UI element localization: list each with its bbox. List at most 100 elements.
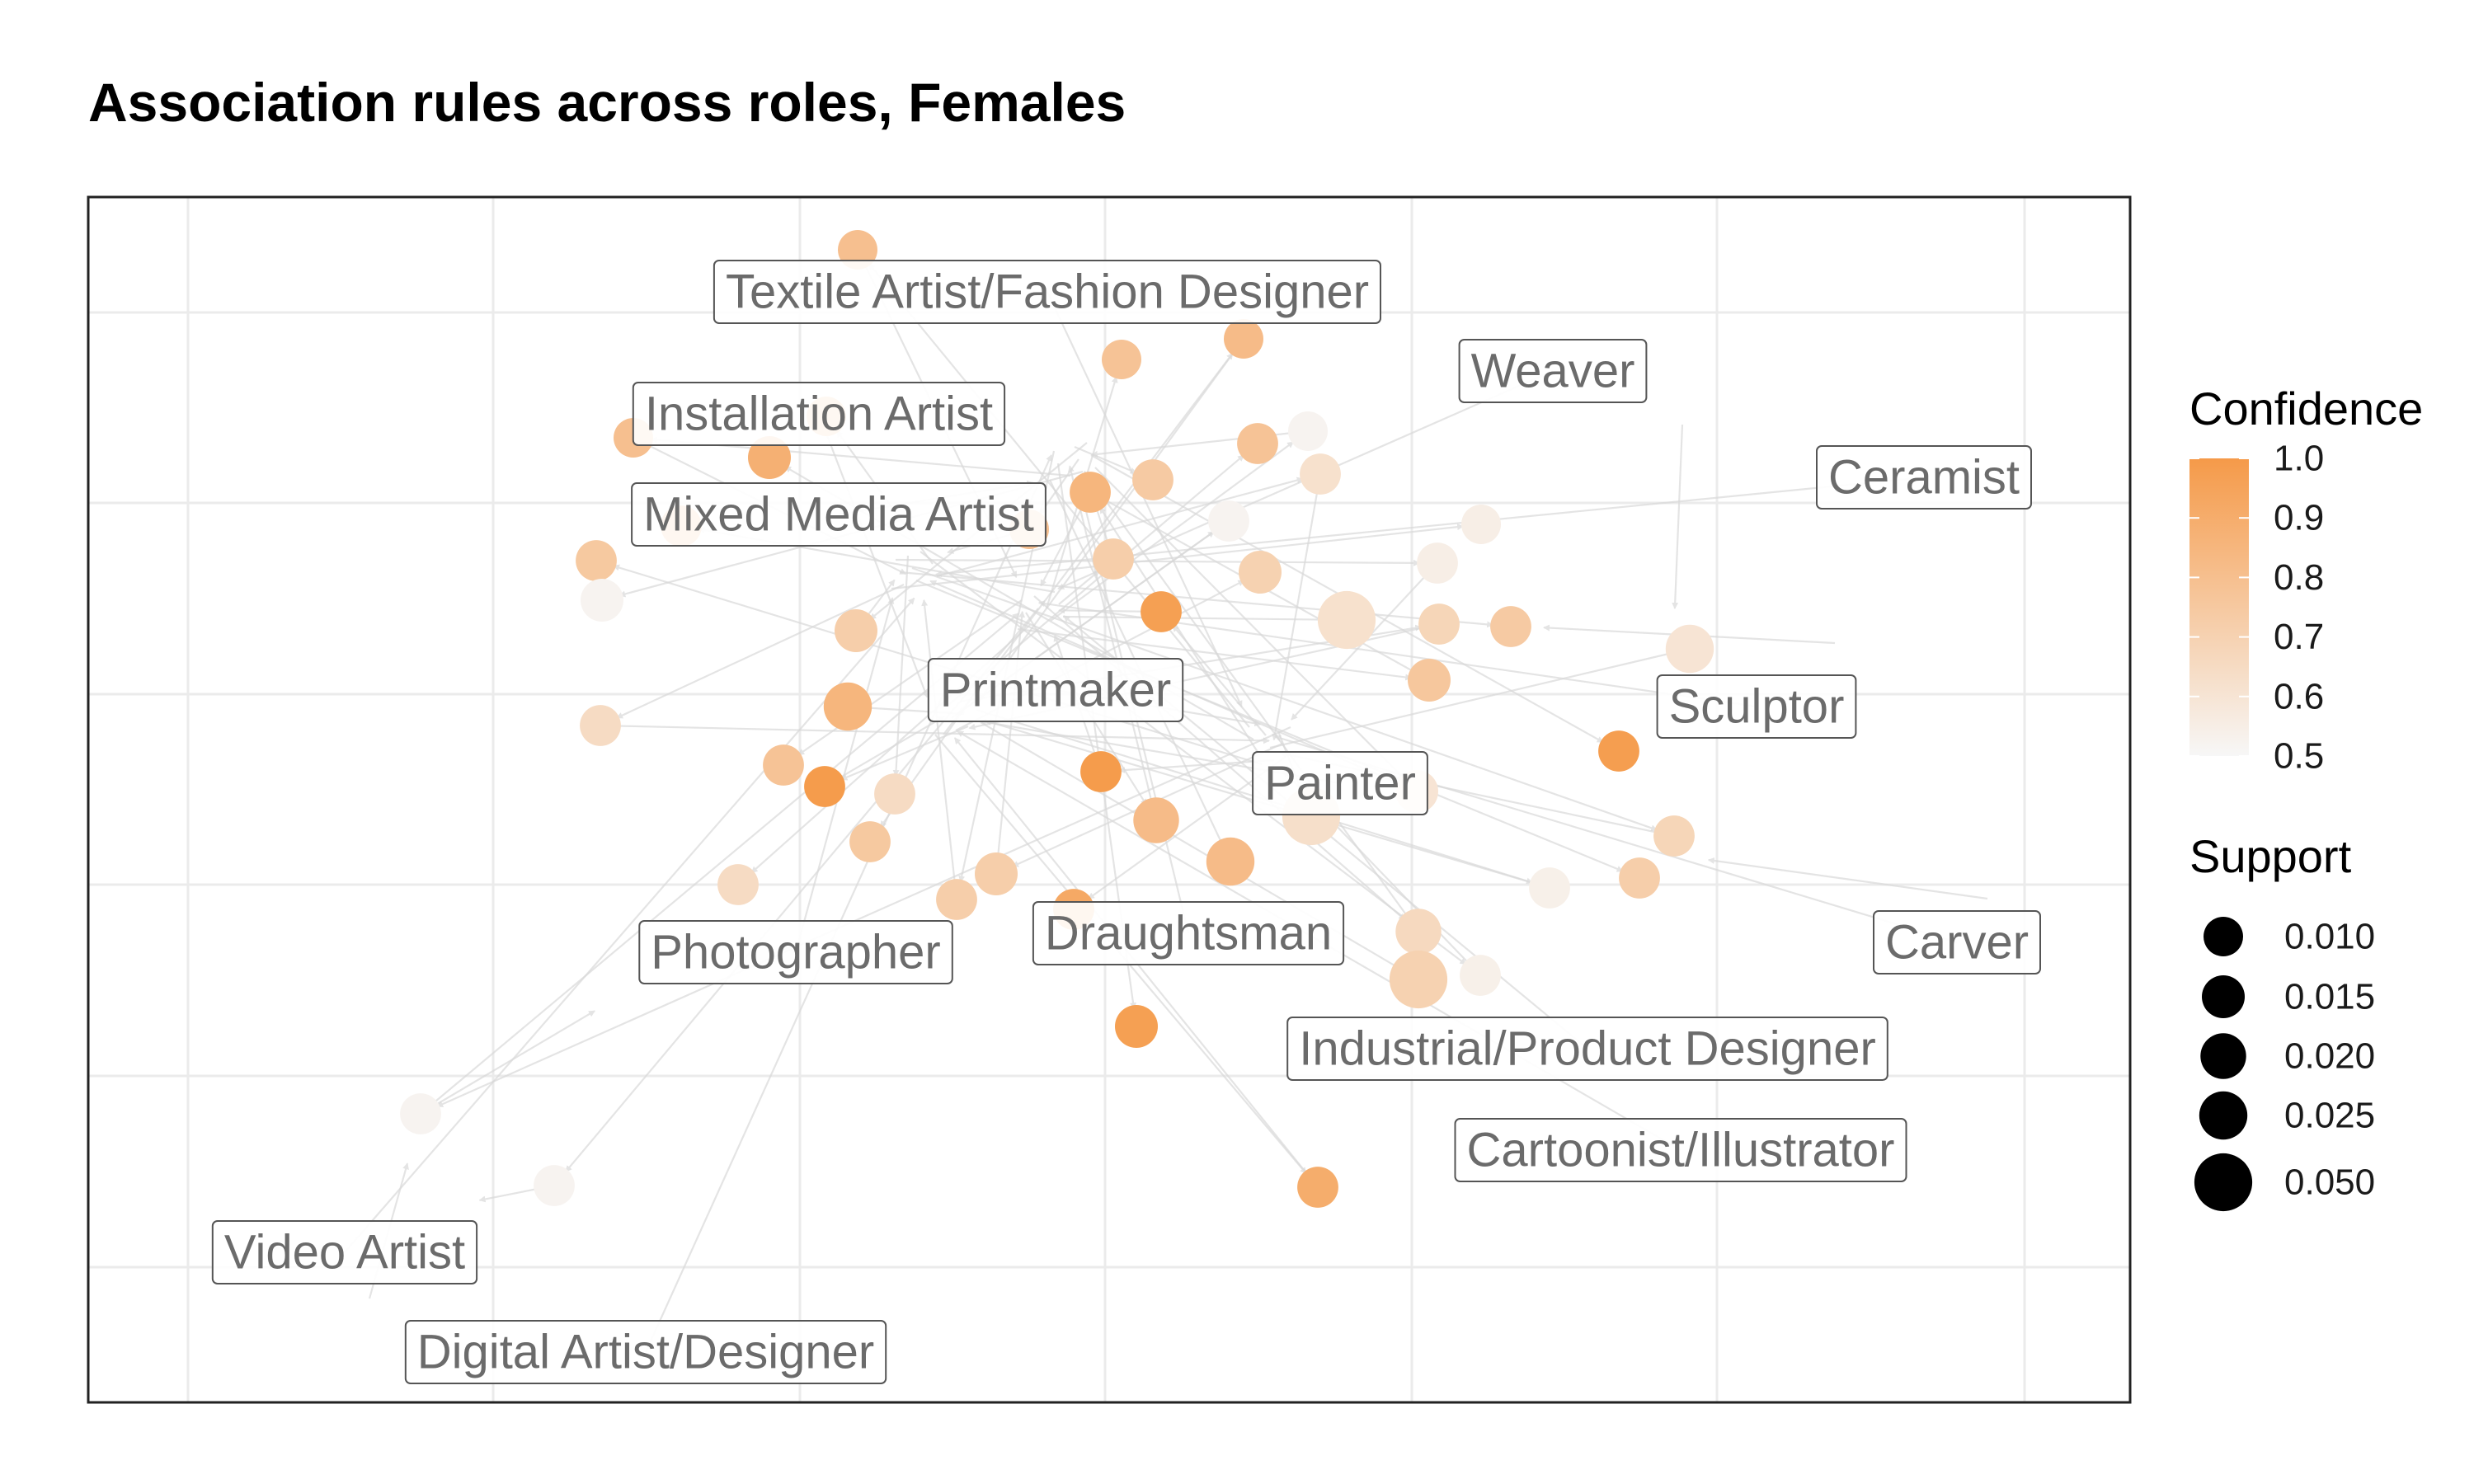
rule-edge (797, 599, 1023, 756)
role-label: Photographer (638, 920, 953, 984)
rule-node (1288, 411, 1328, 451)
role-label-text: Installation Artist (645, 387, 993, 441)
confidence-tick-label: 0.9 (2274, 498, 2324, 538)
rule-edge (899, 571, 1494, 628)
role-label: Digital Artist/Designer (404, 1320, 887, 1384)
support-legend-title: Support (2189, 830, 2352, 882)
rule-node (1598, 730, 1639, 772)
confidence-tick-label: 0.7 (2274, 617, 2324, 657)
role-label-text: Photographer (651, 926, 940, 979)
rule-edge (1094, 467, 1405, 780)
rule-node (400, 1093, 441, 1134)
support-legend-dot (2202, 975, 2245, 1018)
rule-node (1653, 815, 1695, 857)
rule-edge (1269, 650, 1673, 749)
support-legend-dot (2200, 1033, 2246, 1079)
rule-edge (817, 413, 929, 698)
rule-edge (995, 610, 1026, 875)
role-label-text: Industrial/Product Designer (1299, 1022, 1876, 1076)
rule-node (1619, 857, 1660, 899)
role-label-text: Digital Artist/Designer (417, 1326, 874, 1379)
rule-node (1461, 505, 1501, 544)
rule-edge (892, 555, 910, 777)
rule-node (1093, 538, 1134, 580)
rule-edge (1050, 441, 1295, 622)
confidence-tick-label: 0.8 (2274, 557, 2324, 598)
role-label: Draughtsman (1032, 901, 1345, 965)
role-label-text: Printmaker (940, 664, 1171, 717)
rule-node (1208, 500, 1249, 542)
support-legend-label: 0.010 (2284, 917, 2375, 957)
rule-node (1317, 590, 1376, 650)
rule-edge (921, 599, 958, 900)
rule-edge (644, 454, 1052, 1353)
rule-node (1395, 909, 1442, 955)
role-label: Cartoonist/Illustrator (1454, 1118, 1907, 1182)
rule-node (580, 705, 621, 746)
rule-node (874, 773, 915, 815)
confidence-tick-label: 0.6 (2274, 676, 2324, 716)
rule-node (1141, 591, 1182, 632)
role-label: Weaver (1458, 339, 1648, 403)
role-label: Video Artist (211, 1220, 478, 1284)
rule-edge (1672, 424, 1684, 609)
plot-border (87, 195, 2132, 1404)
rule-node (823, 682, 872, 731)
rule-edge (1062, 615, 1329, 623)
rule-node (1490, 606, 1531, 647)
role-label: Industrial/Product Designer (1286, 1017, 1888, 1081)
rule-node (804, 766, 845, 807)
chart-title: Association rules across roles, Females (88, 72, 1126, 133)
rule-node (835, 609, 877, 652)
rule-edge (344, 597, 915, 1253)
role-label-text: Painter (1264, 757, 1416, 810)
confidence-colorbar (2189, 458, 2249, 756)
rule-edge (794, 597, 895, 953)
rule-edge (1707, 857, 1988, 900)
role-label-text: Mixed Media Artist (643, 488, 1034, 542)
rule-node (1460, 955, 1501, 996)
rule-node (1133, 797, 1179, 843)
rule-node (748, 436, 791, 479)
rule-node (849, 821, 891, 862)
rule-node (1239, 551, 1282, 594)
role-label: Textile Artist/Fashion Designer (713, 260, 1381, 324)
rule-node (576, 540, 617, 581)
rule-node (1080, 751, 1122, 792)
role-label-text: Draughtsman (1045, 907, 1332, 960)
role-label-text: Weaver (1471, 345, 1635, 398)
role-label: Carver (1873, 910, 2041, 974)
rule-node (1389, 950, 1448, 1009)
role-label: Installation Artist (632, 382, 1006, 446)
rule-edge (1074, 445, 1137, 474)
role-label-text: Carver (1885, 916, 2029, 970)
support-legend-dot (2194, 1153, 2253, 1212)
rule-node (1132, 459, 1174, 500)
rule-node (1665, 624, 1714, 674)
rule-edge (978, 338, 1244, 702)
rule-node (581, 579, 623, 622)
rule-node (717, 864, 759, 905)
rule-edge (1084, 470, 1419, 932)
rule-node (1237, 423, 1278, 464)
role-label-text: Ceramist (1828, 451, 2020, 505)
role-labels: Textile Artist/Fashion Designer Weaver Ins… (211, 260, 2041, 1384)
role-label-text: Video Artist (224, 1226, 465, 1280)
rule-edge (840, 725, 969, 781)
rule-node (534, 1165, 575, 1206)
rule-node (936, 879, 977, 920)
support-legend-label: 0.050 (2284, 1162, 2375, 1203)
rule-node (1529, 867, 1570, 909)
rule-edge (891, 524, 1465, 590)
rule-node (1224, 319, 1263, 359)
rule-node (975, 852, 1018, 895)
rule-edge (436, 726, 1291, 1108)
rule-node (1418, 603, 1460, 645)
confidence-legend-title: Confidence (2189, 383, 2423, 434)
rule-edge (420, 1010, 595, 1115)
rule-node (763, 744, 804, 786)
rule-node (1297, 1167, 1338, 1208)
rule-edge (420, 613, 1019, 1115)
role-label: Sculptor (1656, 674, 1857, 739)
